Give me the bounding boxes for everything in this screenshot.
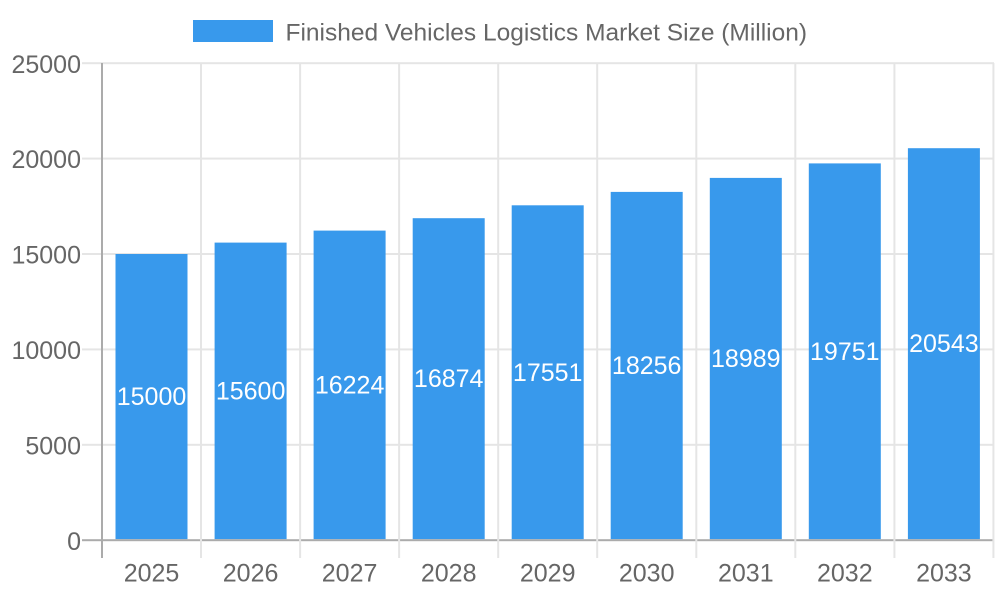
svg-text:2031: 2031	[718, 560, 774, 588]
svg-text:5000: 5000	[25, 432, 81, 460]
svg-text:16874: 16874	[414, 365, 484, 393]
svg-text:17551: 17551	[513, 359, 583, 387]
svg-text:25000: 25000	[11, 51, 81, 79]
svg-text:2030: 2030	[619, 560, 675, 588]
svg-text:20543: 20543	[909, 330, 979, 358]
svg-text:18256: 18256	[612, 352, 682, 380]
svg-text:2027: 2027	[322, 560, 378, 588]
svg-text:2029: 2029	[520, 560, 576, 588]
svg-text:16224: 16224	[315, 371, 385, 399]
svg-text:20000: 20000	[11, 146, 81, 174]
svg-text:2026: 2026	[223, 560, 279, 588]
svg-text:18989: 18989	[711, 345, 781, 373]
svg-text:2032: 2032	[817, 560, 873, 588]
svg-text:15000: 15000	[117, 383, 187, 411]
svg-text:2033: 2033	[916, 560, 972, 588]
svg-text:10000: 10000	[11, 337, 81, 365]
svg-text:2025: 2025	[124, 560, 180, 588]
svg-text:Finished Vehicles Logistics Ma: Finished Vehicles Logistics Market Size …	[286, 19, 808, 46]
svg-text:0: 0	[67, 528, 81, 556]
svg-text:15000: 15000	[11, 242, 81, 270]
svg-text:2028: 2028	[421, 560, 477, 588]
svg-text:15600: 15600	[216, 377, 286, 405]
svg-text:19751: 19751	[810, 338, 880, 366]
